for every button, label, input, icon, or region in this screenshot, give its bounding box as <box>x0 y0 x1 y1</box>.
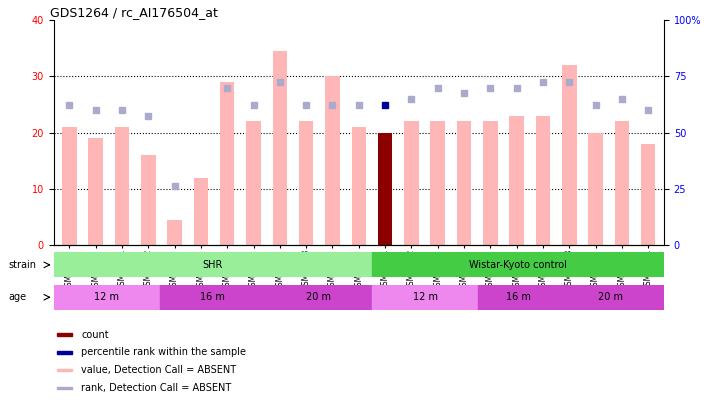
Bar <box>351 127 366 245</box>
Bar <box>220 82 234 245</box>
Bar <box>160 285 266 310</box>
Bar <box>615 122 629 245</box>
Text: 12 m: 12 m <box>413 292 438 302</box>
Bar <box>372 252 664 277</box>
Bar <box>404 122 418 245</box>
Bar <box>641 144 655 245</box>
Bar <box>54 252 372 277</box>
Bar <box>56 333 72 336</box>
Bar <box>273 51 287 245</box>
Text: 16 m: 16 m <box>506 292 531 302</box>
Text: count: count <box>81 330 109 339</box>
Bar <box>588 133 603 245</box>
Text: rank, Detection Call = ABSENT: rank, Detection Call = ABSENT <box>81 383 231 393</box>
Bar <box>478 285 558 310</box>
Bar <box>536 116 550 245</box>
Bar <box>431 122 445 245</box>
Bar <box>326 77 340 245</box>
Bar <box>193 177 208 245</box>
Bar <box>62 127 76 245</box>
Bar <box>562 65 576 245</box>
Bar <box>372 285 478 310</box>
Text: strain: strain <box>9 260 36 270</box>
Text: value, Detection Call = ABSENT: value, Detection Call = ABSENT <box>81 365 236 375</box>
Bar <box>141 155 156 245</box>
Bar <box>509 116 524 245</box>
Bar <box>54 285 160 310</box>
Bar <box>558 285 664 310</box>
Text: age: age <box>9 292 26 302</box>
Text: 16 m: 16 m <box>201 292 225 302</box>
Bar <box>299 122 313 245</box>
Bar <box>246 122 261 245</box>
Bar <box>167 220 182 245</box>
Text: percentile rank within the sample: percentile rank within the sample <box>81 347 246 357</box>
Bar <box>56 369 72 371</box>
Text: 20 m: 20 m <box>598 292 623 302</box>
Text: SHR: SHR <box>203 260 223 270</box>
Text: 20 m: 20 m <box>306 292 331 302</box>
Bar <box>115 127 129 245</box>
Bar <box>457 122 471 245</box>
Text: Wistar-Kyoto control: Wistar-Kyoto control <box>469 260 567 270</box>
Bar <box>266 285 372 310</box>
Bar <box>483 122 498 245</box>
Bar <box>89 138 103 245</box>
Bar <box>378 133 392 245</box>
Text: 12 m: 12 m <box>94 292 119 302</box>
Bar <box>56 387 72 389</box>
Text: GDS1264 / rc_AI176504_at: GDS1264 / rc_AI176504_at <box>51 6 218 19</box>
Bar <box>56 351 72 354</box>
